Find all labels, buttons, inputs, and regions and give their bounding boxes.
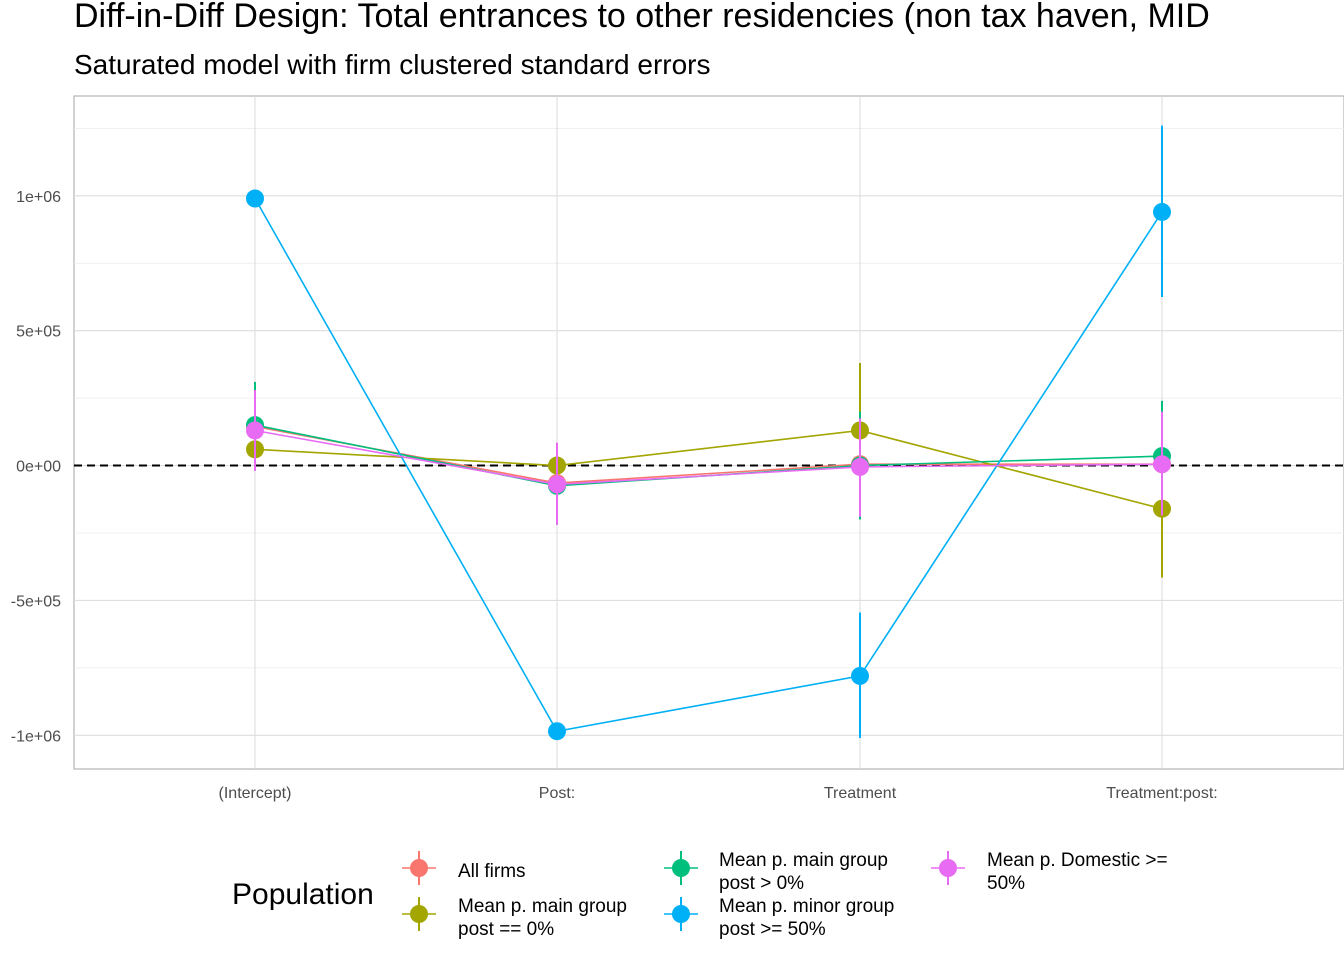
legend-title: Population (232, 878, 374, 911)
legend-key-point (939, 859, 957, 877)
x-tick-label: Post: (539, 785, 575, 802)
y-tick-label: -1e+06 (11, 728, 61, 745)
legend-key (931, 851, 965, 885)
chart-subtitle: Saturated model with firm clustered stan… (74, 49, 711, 80)
series-group (246, 125, 1171, 741)
legend-key (402, 851, 436, 885)
legend-label-line2: post > 0% (719, 873, 804, 894)
x-tick-label: Treatment:post: (1106, 785, 1217, 802)
legend-key-point (672, 905, 690, 923)
legend-key-point (410, 859, 428, 877)
y-axis-tick-labels: -1e+06 -5e+05 0e+00 5e+05 1e+06 (11, 189, 61, 745)
legend-label: Mean p. Domestic >= (987, 850, 1168, 871)
x-tick-label: (Intercept) (219, 785, 292, 802)
legend-key-point (672, 859, 690, 877)
x-tick-label: Treatment (824, 785, 897, 802)
legend-label: Mean p. main group (719, 850, 888, 871)
legend-key-point (410, 905, 428, 923)
series-group (246, 390, 1171, 525)
x-axis-tick-labels: (Intercept) Post: Treatment Treatment:post: (219, 785, 1218, 802)
legend-label-line2: 50% (987, 873, 1025, 894)
chart-title: Diff-in-Diff Design: Total entrances to … (74, 0, 1210, 35)
legend-label: Mean p. minor group (719, 896, 894, 917)
plot-panel: -1e+06 -5e+05 0e+00 5e+05 1e+06 (Intercept) P… (11, 95, 1344, 802)
data-point (1153, 202, 1171, 221)
legend-label-line2: post >= 50% (719, 919, 826, 940)
data-point (246, 421, 264, 440)
data-point (548, 722, 566, 741)
series-line (254, 429, 1163, 486)
data-point (851, 666, 869, 685)
legend-label: All firms (458, 861, 526, 882)
y-tick-label: 1e+06 (16, 189, 61, 206)
data-point (246, 189, 264, 208)
data-point (851, 457, 869, 476)
y-tick-label: 5e+05 (16, 324, 61, 341)
y-tick-label: -5e+05 (11, 593, 61, 610)
data-point (1153, 455, 1171, 474)
series-line (254, 198, 1163, 733)
legend-key (402, 897, 436, 931)
legend-key (664, 851, 698, 885)
series-layer (246, 125, 1171, 741)
legend-key (664, 897, 698, 931)
data-point (548, 475, 566, 494)
y-tick-label: 0e+00 (16, 459, 61, 476)
legend-label: Mean p. main group (458, 896, 627, 917)
legend-label-line2: post == 0% (458, 919, 554, 940)
